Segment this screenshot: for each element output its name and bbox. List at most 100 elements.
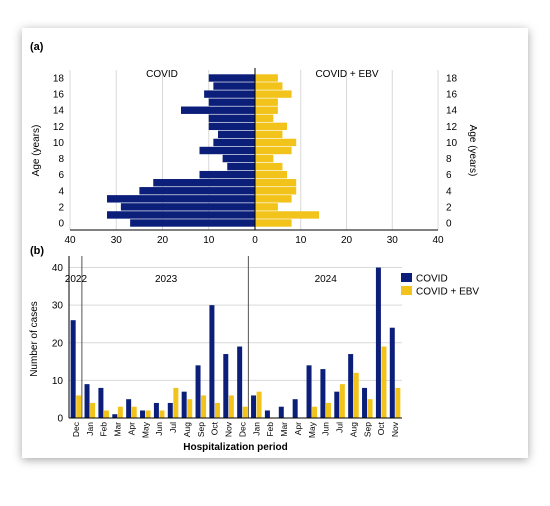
- bar-covid-ebv-dec: [242, 406, 248, 418]
- y-tick-label-right: 2: [446, 202, 452, 213]
- y-tick-label: 20: [52, 338, 64, 349]
- y-tick-label-right: 16: [446, 90, 458, 101]
- left-series-title: COVID: [146, 69, 178, 80]
- bar-covid-jul: [334, 391, 340, 418]
- bar-covid-ebv-age-9: [255, 146, 292, 155]
- bar-covid-age-2: [120, 203, 255, 211]
- bar-covid-ebv-apr: [131, 406, 137, 418]
- x-tick-label: Jul: [335, 422, 345, 433]
- bar-covid-dec: [237, 346, 243, 418]
- bar-covid-age-15: [208, 98, 255, 106]
- x-tick-label: 20: [157, 235, 169, 246]
- x-tick-label: Apr: [126, 422, 136, 435]
- x-tick-label: 40: [64, 235, 76, 246]
- x-tick-label: Mar: [113, 422, 123, 437]
- x-tick-label: 30: [387, 235, 399, 246]
- x-tick-label: Dec: [237, 421, 247, 437]
- bar-covid-ebv-age-2: [255, 203, 278, 211]
- bar-covid-ebv-age-14: [255, 106, 278, 114]
- bar-covid-ebv-jun: [325, 402, 331, 418]
- x-tick-label: May: [307, 421, 317, 438]
- x-tick-label: May: [140, 421, 150, 438]
- bar-covid-may: [306, 365, 312, 418]
- bar-covid-age-18: [208, 74, 255, 82]
- bar-covid-ebv-age-3: [255, 195, 292, 203]
- bar-covid-age-14: [181, 106, 255, 114]
- bar-covid-age-16: [204, 90, 255, 98]
- bar-covid-ebv-feb: [103, 410, 109, 418]
- bar-covid-age-8: [222, 154, 255, 163]
- bar-covid-feb: [264, 410, 270, 418]
- x-tick-label: Jun: [321, 422, 331, 436]
- x-tick-label: 30: [111, 235, 123, 246]
- y-tick-label-left: 14: [53, 106, 65, 117]
- bar-covid-jun: [320, 369, 326, 418]
- bar-covid-ebv-oct: [381, 346, 387, 418]
- bar-covid-ebv-age-5: [255, 179, 297, 187]
- bar-covid-apr: [126, 399, 132, 418]
- x-tick-label: 0: [252, 235, 258, 246]
- legend-swatch-covid-ebv: [401, 286, 412, 295]
- bar-covid-ebv-age-18: [255, 74, 278, 82]
- x-tick-label: Feb: [265, 422, 275, 437]
- bar-covid-oct: [209, 305, 215, 418]
- y-tick-label-right: 12: [446, 122, 458, 133]
- bar-covid-ebv-age-11: [255, 130, 283, 139]
- x-tick-label: 10: [295, 235, 307, 246]
- bar-covid-ebv-dec: [76, 395, 82, 418]
- y-axis-title: Number of cases: [29, 301, 40, 377]
- y-tick-label-left: 0: [58, 219, 64, 230]
- y-tick-label-left: 2: [58, 202, 64, 213]
- x-tick-label: Jun: [154, 422, 164, 436]
- bar-covid-ebv-sep: [201, 395, 207, 418]
- y-tick-label-right: 6: [446, 170, 452, 181]
- bar-covid-feb: [98, 387, 104, 418]
- bar-covid-age-4: [139, 187, 255, 195]
- y-tick-label-left: 8: [58, 154, 64, 165]
- x-axis-title: Hospitalization period: [183, 442, 287, 453]
- y-axis-label-left: Age (years): [31, 125, 42, 177]
- x-tick-label: 40: [432, 235, 444, 246]
- y-tick-label-right: 18: [446, 74, 458, 85]
- y-tick-label-right: 0: [446, 219, 452, 230]
- bar-covid-ebv-age-1: [255, 211, 320, 219]
- y-tick-label-left: 4: [58, 186, 64, 197]
- bar-covid-mar: [278, 406, 284, 418]
- bar-covid-ebv-age-16: [255, 90, 292, 98]
- bar-covid-ebv-mar: [117, 406, 123, 418]
- bar-covid-ebv-aug: [187, 399, 193, 418]
- bar-covid-ebv-sep: [367, 399, 373, 418]
- x-tick-label: Oct: [210, 421, 220, 435]
- bar-covid-ebv-jul: [173, 387, 179, 418]
- bar-covid-oct: [375, 267, 381, 418]
- y-axis-label-right: Age (years): [467, 125, 478, 177]
- x-tick-label: Oct: [376, 421, 386, 435]
- y-tick-label: 10: [52, 376, 64, 387]
- y-tick-label-right: 4: [446, 186, 452, 197]
- bar-covid-ebv-age-17: [255, 82, 283, 90]
- bar-covid-age-10: [213, 138, 255, 147]
- x-tick-label: Feb: [99, 422, 109, 437]
- bar-covid-ebv-age-12: [255, 122, 288, 131]
- y-tick-label-left: 16: [53, 90, 65, 101]
- x-tick-label: Jan: [251, 422, 261, 436]
- bar-covid-ebv-age-6: [255, 170, 288, 179]
- bar-covid-ebv-age-8: [255, 154, 274, 163]
- x-tick-label: Sep: [362, 422, 372, 437]
- bar-covid-ebv-may: [312, 406, 318, 418]
- bar-covid-age-1: [107, 211, 255, 219]
- bar-covid-dec: [70, 320, 76, 418]
- bar-covid-ebv-age-10: [255, 138, 297, 147]
- bar-covid-age-0: [130, 219, 255, 227]
- bar-covid-ebv-age-13: [255, 114, 274, 122]
- bar-covid-age-6: [199, 170, 255, 179]
- legend-label-covid: COVID: [416, 274, 448, 285]
- x-tick-label: 10: [203, 235, 215, 246]
- bar-covid-age-12: [208, 122, 255, 131]
- bar-covid-ebv-nov: [395, 387, 401, 418]
- bar-covid-ebv-jan: [256, 391, 262, 418]
- bar-covid-ebv-age-0: [255, 219, 292, 227]
- x-tick-label: Jan: [85, 422, 95, 436]
